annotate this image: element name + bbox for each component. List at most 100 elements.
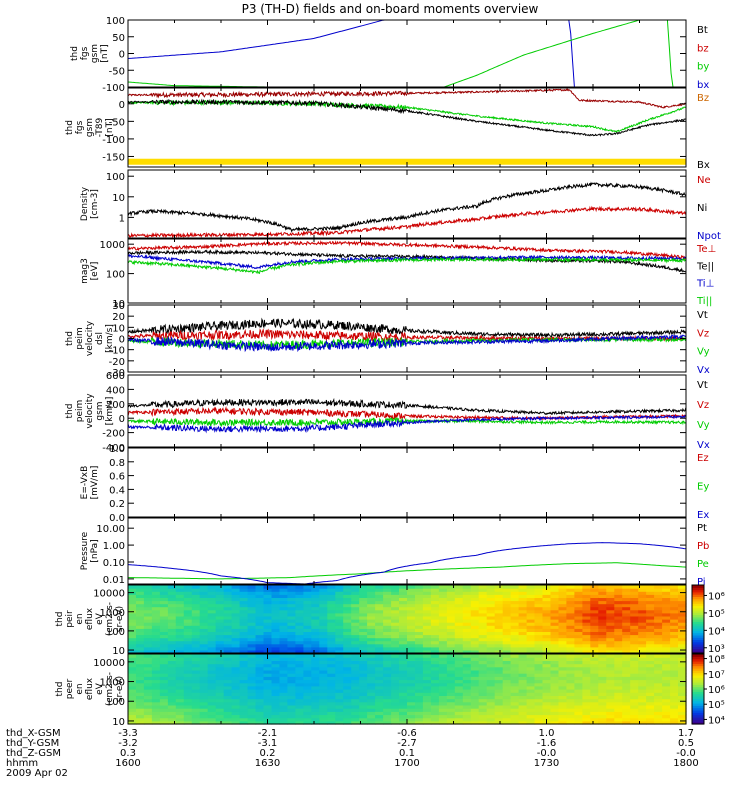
spectrogram-cell — [446, 585, 456, 589]
spectrogram-cell — [335, 615, 344, 620]
spectrogram-cell — [295, 663, 304, 668]
spectrogram-cell — [494, 619, 504, 623]
panel-series-group — [128, 397, 686, 434]
colorbar-cell — [692, 696, 704, 699]
spectrogram-cell — [247, 711, 257, 716]
spectrogram-cell — [502, 637, 512, 642]
spectrogram-cell — [638, 646, 647, 651]
spectrogram-cell — [271, 714, 281, 719]
spectrogram-cell — [494, 603, 504, 608]
spectrogram-cell — [391, 625, 400, 629]
spectrogram-cell — [638, 622, 647, 626]
spectrogram-cell — [231, 622, 241, 626]
spectrogram-cell — [383, 625, 392, 629]
spectrogram-cell — [407, 682, 416, 687]
spectrogram-cell — [327, 682, 336, 687]
spectrogram-cell — [582, 666, 591, 671]
spectrogram-cell — [383, 646, 392, 651]
spectrogram-cell — [478, 588, 488, 592]
spectrogram-cell — [582, 689, 591, 693]
spectrogram-cell — [422, 625, 432, 629]
spectrogram-cell — [143, 692, 153, 696]
spectrogram-cell — [263, 663, 273, 668]
spectrogram-cell — [494, 698, 504, 703]
spectrogram-cell — [614, 685, 623, 690]
spectrogram-cell — [239, 682, 249, 687]
spectrogram-cell — [367, 685, 376, 690]
spectrogram-cell — [462, 597, 472, 602]
spectrogram-cell — [510, 600, 520, 605]
spectrogram-cell — [582, 594, 591, 598]
spectrogram-cell — [470, 657, 480, 661]
spectrogram-cell — [494, 591, 504, 595]
spectrogram-cell — [494, 660, 504, 665]
spectrogram-cell — [359, 622, 368, 626]
spectrogram-cell — [239, 660, 249, 665]
spectrogram-cell — [295, 585, 304, 589]
spectrogram-cell — [335, 698, 344, 703]
spectrogram-cell — [199, 585, 209, 589]
spectrogram-cell — [136, 676, 145, 681]
spectrogram-cell — [159, 704, 169, 709]
spectrogram-cell — [622, 657, 631, 661]
spectrogram-cell — [183, 714, 193, 719]
spectrogram-cell — [271, 646, 281, 651]
spectrogram-cell — [470, 597, 480, 602]
spectrogram-cell — [143, 600, 153, 605]
spectrogram-cell — [654, 698, 663, 703]
spectrogram-cell — [662, 646, 671, 651]
spectrogram-cell — [438, 673, 448, 677]
spectrogram-cell — [582, 711, 591, 716]
spectrogram-cell — [247, 679, 257, 684]
spectrogram-cell — [183, 646, 193, 651]
spectrogram-cell — [502, 701, 512, 706]
spectrogram-cell — [550, 679, 560, 684]
colorbar-cell — [692, 712, 704, 716]
spectrogram-cell — [191, 594, 201, 598]
spectrogram-cell — [287, 649, 296, 654]
spectrogram-cell — [351, 640, 360, 645]
spectrogram-cell — [470, 631, 480, 636]
spectrogram-cell — [247, 628, 257, 632]
spectrogram-cell — [128, 628, 137, 632]
spectrogram-cell — [239, 615, 249, 620]
spectrogram-cell — [343, 628, 352, 632]
spectrogram-cell — [470, 714, 480, 719]
spectrogram-cell — [327, 606, 336, 611]
spectrogram-cell — [446, 619, 456, 623]
spectrogram-cell — [231, 666, 241, 671]
spectrogram-cell — [550, 634, 560, 639]
spectrogram-cell — [231, 682, 241, 687]
spectrogram-cell — [231, 689, 241, 693]
spectrogram-cell — [175, 609, 185, 614]
spectrogram-cell — [136, 628, 145, 632]
spectrogram-cell — [678, 615, 687, 620]
spectrogram-cell — [510, 679, 520, 684]
spectrogram-cell — [550, 717, 560, 722]
spectrogram-cell — [670, 704, 679, 709]
spectrogram-cell — [454, 714, 464, 719]
spectrogram-cell — [167, 654, 177, 658]
spectrogram-cell — [542, 669, 552, 674]
spectrogram-cell — [494, 701, 504, 706]
spectrogram-cell — [622, 622, 631, 626]
spectrogram-cell — [287, 634, 296, 639]
spectrogram-cell — [566, 660, 575, 665]
spectrogram-cell — [454, 704, 464, 709]
peim_dsl-ytick-label: 30 — [112, 301, 125, 312]
peir-ylabel-line: (cm2-s- — [105, 602, 115, 636]
spectrogram-cell — [247, 698, 257, 703]
spectrogram-cell — [670, 603, 679, 608]
spectrogram-cell — [558, 640, 568, 645]
spectrogram-cell — [606, 643, 615, 648]
spectrogram-cell — [654, 679, 663, 684]
spectrogram-cell — [383, 679, 392, 684]
spectrogram-cell — [542, 663, 552, 668]
spectrogram-cell — [407, 720, 416, 725]
spectrogram-cell — [566, 588, 575, 592]
spectrogram-cell — [271, 669, 281, 674]
spectrogram-cell — [335, 711, 344, 716]
spectrogram-cell — [167, 711, 177, 716]
spectrogram-cell — [438, 619, 448, 623]
